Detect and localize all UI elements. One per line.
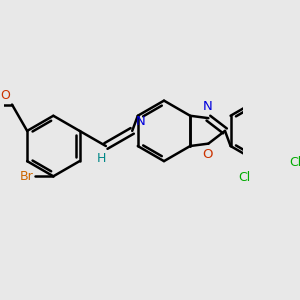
Text: N: N — [203, 100, 212, 113]
Text: Br: Br — [20, 170, 34, 183]
Text: Cl: Cl — [289, 156, 300, 169]
Text: N: N — [135, 115, 145, 128]
Text: H: H — [97, 152, 106, 165]
Text: O: O — [202, 148, 213, 161]
Text: Cl: Cl — [238, 171, 250, 184]
Text: O: O — [0, 89, 10, 102]
